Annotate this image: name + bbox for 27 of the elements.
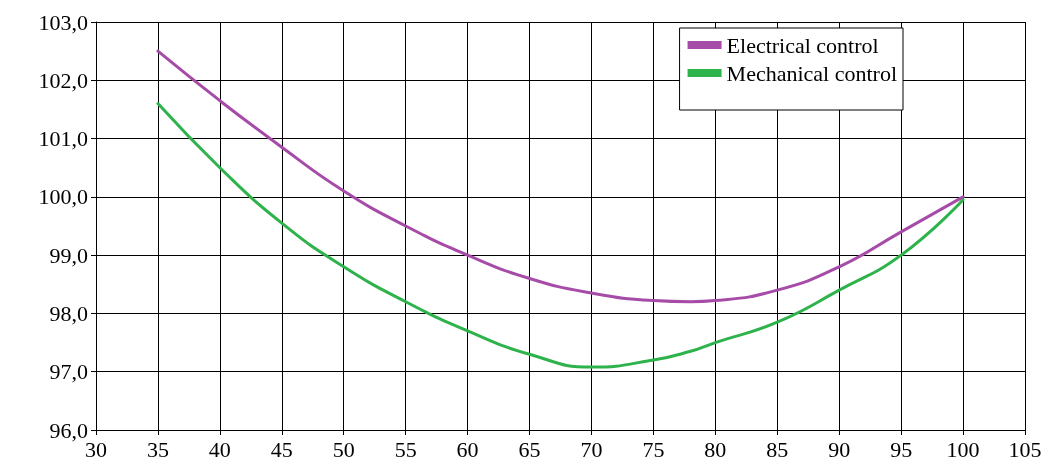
x-tick-label: 30 — [85, 436, 107, 462]
line-series — [156, 102, 965, 369]
y-tick-label: 96,0 — [49, 417, 88, 443]
y-tick-label: 97,0 — [49, 359, 88, 385]
x-tick-label: 70 — [580, 436, 603, 462]
y-tick-label: 103,0 — [38, 9, 88, 35]
x-tick-label: 75 — [642, 436, 665, 462]
x-tick-label: 35 — [146, 436, 169, 462]
x-tick-label: 85 — [766, 436, 789, 462]
y-tick-label: 99,0 — [49, 242, 88, 268]
y-tick-label: 102,0 — [38, 67, 88, 93]
legend-label: Electrical control — [726, 32, 879, 58]
x-tick-label: 60 — [456, 436, 479, 462]
x-tick-label: 80 — [704, 436, 727, 462]
x-tick-label: 90 — [828, 436, 851, 462]
x-tick-label: 65 — [518, 436, 541, 462]
x-tick-label: 45 — [270, 436, 293, 462]
y-tick-label: 98,0 — [49, 300, 88, 326]
x-tick-label: 100 — [946, 436, 980, 462]
x-tick-label: 50 — [332, 436, 355, 462]
x-tick-label: 95 — [890, 436, 913, 462]
x-tick-label: 40 — [208, 436, 231, 462]
y-tick-label: 101,0 — [38, 126, 88, 152]
x-tick-label: 105 — [1008, 436, 1042, 462]
y-tick-label: 100,0 — [38, 184, 88, 210]
x-tick-label: 55 — [394, 436, 417, 462]
legend-label: Mechanical control — [726, 60, 898, 86]
